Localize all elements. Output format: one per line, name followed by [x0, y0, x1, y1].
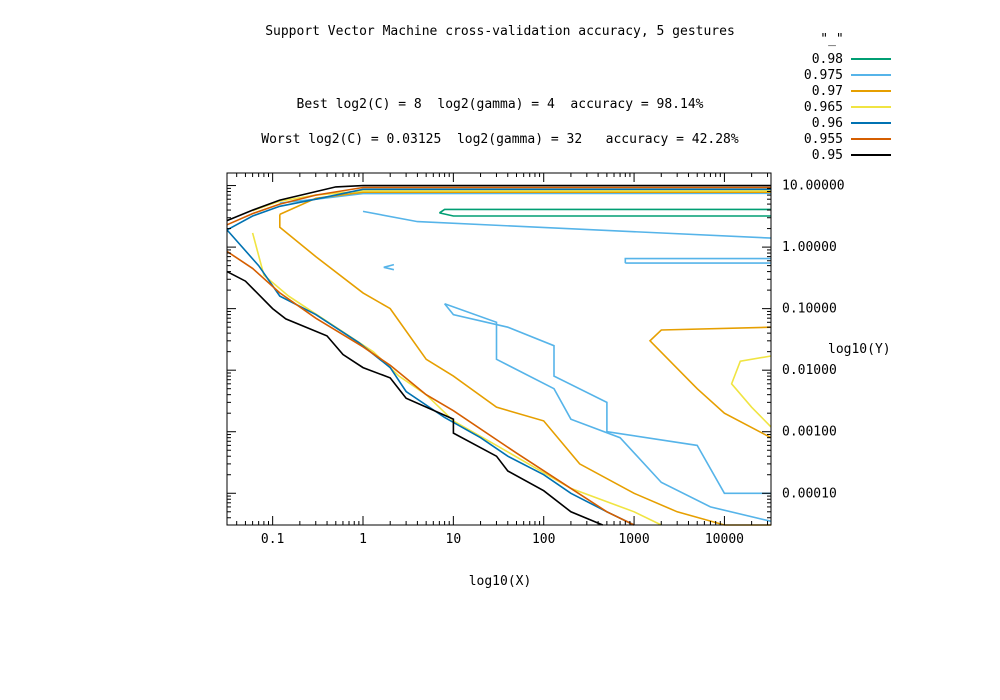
contour-0.975-path-0	[279, 192, 772, 204]
y-tick-label: 0.01000	[782, 363, 837, 378]
contour-0.95-path-1	[226, 270, 604, 526]
y-tick-label: 1.00000	[782, 240, 837, 255]
contour-0.98-path-0	[438, 208, 771, 214]
best-subtitle: Best log2(C) = 8 log2(gamma) = 4 accurac…	[296, 97, 704, 112]
legend-label-0.97: 0.97	[812, 84, 843, 99]
y-tick-label: 0.00100	[782, 425, 837, 440]
chart-title: Support Vector Machine cross-validation …	[265, 24, 735, 39]
contour-0.975-path-3	[624, 257, 771, 264]
x-tick-label: 10000	[705, 532, 744, 547]
x-axis-label: log10(X)	[468, 574, 532, 589]
contour-0.975-path-6	[444, 303, 772, 523]
x-tick-label: 10	[446, 532, 462, 547]
contour-0.95-path-0	[226, 184, 771, 222]
contour-0.97-path-1	[279, 214, 771, 526]
contour-0.975-path-1	[362, 210, 772, 239]
contour-0.98-path-1	[439, 212, 771, 217]
contour-0.96-path-1	[226, 229, 635, 526]
plot-frame	[226, 172, 772, 526]
y-tick-label: 0.10000	[782, 302, 837, 317]
contour-0.97-path-2	[648, 326, 772, 439]
contour-0.975-path-4	[383, 263, 395, 271]
legend-label-0.955: 0.955	[804, 132, 843, 147]
legend-title: "_"	[820, 32, 843, 47]
contour-0.96-path-0	[226, 188, 771, 231]
legend-label-0.965: 0.965	[804, 100, 843, 115]
contour-0.97-path-0	[279, 191, 771, 216]
legend-label-0.98: 0.98	[812, 52, 843, 67]
contour-0.965-path-1	[251, 232, 662, 526]
axis-ticks: 0.1 1 10 100 1000 10000 10.00000 1.00000 0.10000…	[227, 173, 845, 547]
contour-0.955-path-0	[226, 186, 771, 226]
contour-0.975-path-5	[443, 303, 771, 495]
y-tick-label: 10.00000	[782, 179, 845, 194]
contour-lines	[226, 184, 772, 526]
worst-subtitle: Worst log2(C) = 0.03125 log2(gamma) = 32…	[261, 132, 739, 147]
x-tick-label: 1000	[618, 532, 649, 547]
legend-label-0.975: 0.975	[804, 68, 843, 83]
y-tick-label: 0.00010	[782, 486, 837, 501]
legend-label-0.95: 0.95	[812, 148, 843, 163]
contour-0.955-path-1	[226, 250, 635, 526]
legend-label-0.96: 0.96	[812, 116, 843, 131]
x-tick-label: 100	[532, 532, 555, 547]
y-axis-label: log10(Y)	[828, 342, 891, 357]
contour-0.965-path-2	[730, 355, 772, 428]
x-tick-label: 1	[359, 532, 367, 547]
x-tick-label: 0.1	[261, 532, 284, 547]
